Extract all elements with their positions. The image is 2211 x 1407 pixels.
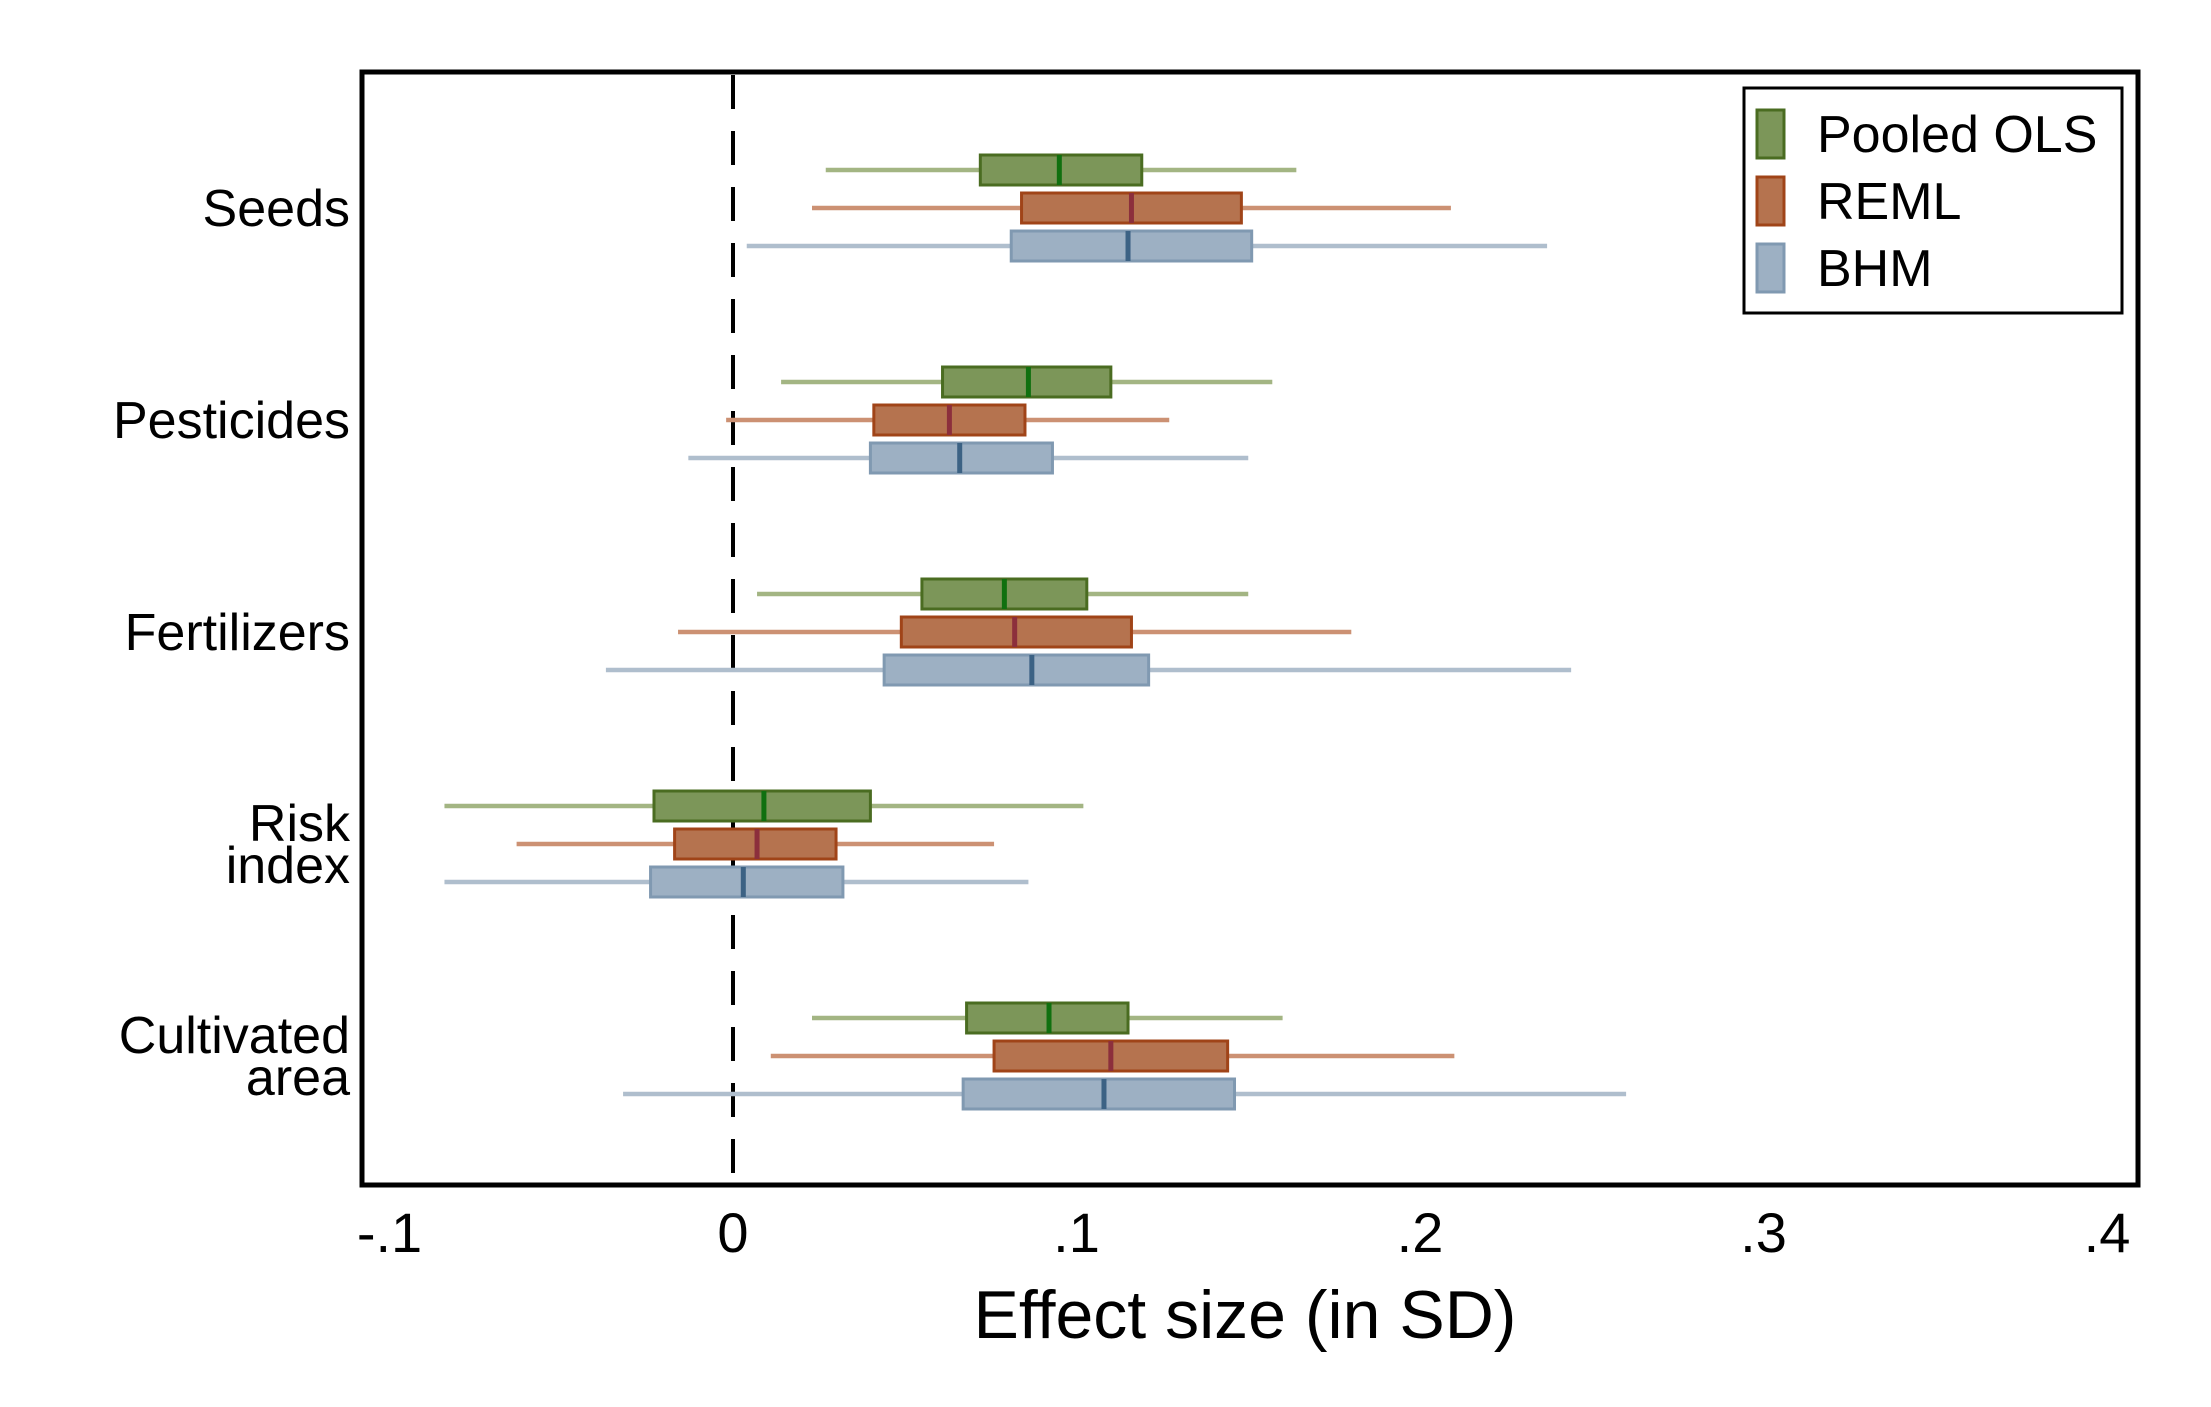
x-tick-label-4: .4	[2084, 1201, 2131, 1264]
legend-swatch-bhm	[1755, 242, 1786, 294]
ylabel-pesticides: Pesticides	[113, 392, 350, 450]
ylabel-line: index	[226, 837, 350, 895]
seeds-bhm-box	[1009, 229, 1254, 263]
x-tick-label-2: .2	[1397, 1201, 1444, 1264]
legend-swatch-reml	[1755, 175, 1786, 227]
ylabel-line: Pesticides	[113, 392, 350, 450]
ylabel-seeds: Seeds	[203, 180, 350, 238]
legend-box	[1742, 86, 2124, 315]
cultivated-area-bhm-box	[961, 1077, 1237, 1111]
legend-label-reml: REML	[1817, 173, 1961, 231]
risk-index-bhm-box	[649, 865, 845, 899]
ylabel-line: area	[246, 1049, 350, 1107]
ylabel-line: Seeds	[203, 180, 350, 238]
x-tick-label-1: -.1	[357, 1201, 422, 1264]
x-tick-label-0: 0	[717, 1201, 748, 1264]
ylabel-fertilizers: Fertilizers	[125, 604, 350, 662]
ylabel-risk-index: Risk index	[226, 795, 351, 895]
plot-frame	[359, 69, 2141, 1188]
legend-swatch-pooled-ols	[1755, 108, 1786, 160]
legend-label-bhm: BHM	[1817, 240, 1933, 298]
ylabel-line: Cultivated	[119, 1007, 350, 1065]
ylabel-line: Risk	[249, 795, 351, 853]
legend-label-pooled-ols: Pooled OLS	[1817, 106, 2097, 164]
x-axis-title: Effect size (in SD)	[974, 1277, 1517, 1353]
x-tick-label-3: .3	[1740, 1201, 1787, 1264]
x-tick-label-1: .1	[1053, 1201, 1100, 1264]
fertilizers-bhm-box	[882, 653, 1151, 687]
ylabel-cultivated-area: Cultivated area	[119, 1007, 350, 1107]
ylabel-line: Fertilizers	[125, 604, 350, 662]
